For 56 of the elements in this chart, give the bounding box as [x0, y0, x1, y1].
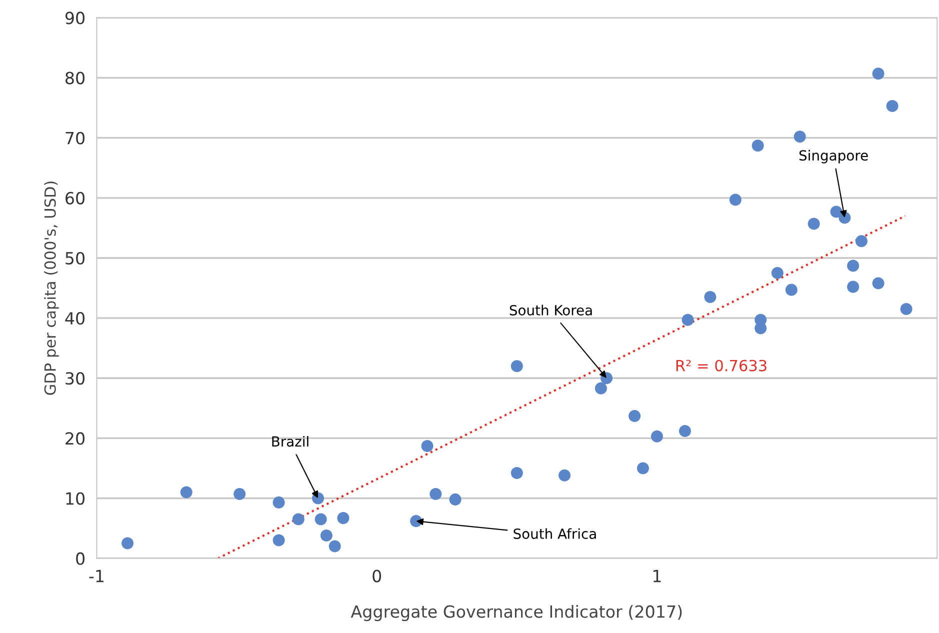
point: [122, 537, 134, 550]
point: [314, 513, 327, 526]
point: [678, 424, 692, 437]
point: [328, 540, 341, 552]
y-tick-label: 30: [66, 372, 84, 385]
point: [771, 266, 784, 280]
point: [421, 440, 434, 452]
annotation: South Korea: [510, 304, 592, 316]
annotation: Brazil: [272, 436, 308, 447]
point: [636, 462, 649, 474]
point: [847, 260, 860, 272]
y-tick-label: 90: [65, 12, 84, 24]
point: [855, 235, 868, 248]
point: [234, 488, 246, 500]
y-tick-label: 10: [66, 492, 84, 505]
x-axis-title: Aggregate Governance Indicator (2017): [350, 604, 682, 622]
point: [872, 277, 884, 290]
y-tick-label: 80: [66, 72, 84, 84]
point: [292, 513, 304, 526]
x-tick-label: 1: [654, 570, 661, 582]
point: [847, 280, 860, 293]
point: [808, 218, 820, 230]
point: [794, 130, 806, 143]
point: [785, 284, 798, 296]
x-tick-label: 0: [372, 570, 382, 582]
point: [272, 496, 285, 508]
annotation: R² = 0.7633: [676, 360, 766, 372]
point: [180, 486, 192, 498]
point: [704, 291, 716, 304]
y-tick-label: 70: [66, 132, 84, 144]
point: [729, 194, 742, 206]
point: [650, 430, 663, 442]
point: [272, 534, 285, 546]
point: [682, 314, 694, 326]
annotation: Singapore: [799, 150, 868, 164]
y-tick-label: 40: [65, 312, 84, 325]
point: [886, 100, 898, 112]
point: [510, 467, 523, 480]
point: [510, 360, 523, 372]
point: [320, 529, 332, 542]
annotation: South Africa: [514, 528, 596, 539]
y-tick-label: 20: [66, 432, 84, 445]
x-tick-label: -1: [89, 570, 104, 582]
point: [752, 140, 764, 152]
point: [337, 512, 350, 524]
point: [872, 68, 884, 80]
y-tick-label: 50: [66, 252, 84, 265]
point: [900, 303, 912, 316]
y-tick-label: 0: [76, 552, 84, 565]
point: [628, 410, 641, 422]
y-tick-label: 60: [66, 192, 84, 204]
y-axis-title: GDP per capita (000's, USD): [44, 182, 59, 395]
point: [594, 382, 607, 394]
point: [449, 493, 462, 506]
point: [558, 469, 571, 482]
point: [430, 488, 442, 500]
